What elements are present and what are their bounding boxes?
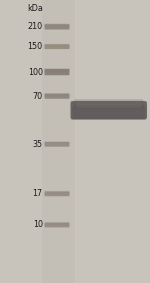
FancyBboxPatch shape (74, 99, 143, 109)
Text: 70: 70 (33, 92, 43, 101)
FancyBboxPatch shape (45, 93, 69, 97)
Text: kDa: kDa (27, 4, 43, 13)
FancyBboxPatch shape (45, 24, 69, 30)
FancyBboxPatch shape (45, 223, 69, 228)
Text: 17: 17 (33, 189, 43, 198)
FancyBboxPatch shape (70, 101, 147, 119)
FancyBboxPatch shape (45, 44, 69, 49)
FancyBboxPatch shape (45, 68, 69, 72)
FancyBboxPatch shape (45, 69, 69, 75)
FancyBboxPatch shape (45, 142, 69, 147)
FancyBboxPatch shape (45, 222, 69, 226)
FancyBboxPatch shape (45, 94, 69, 99)
Text: 100: 100 (28, 68, 43, 77)
FancyBboxPatch shape (45, 44, 69, 47)
Text: 35: 35 (33, 140, 43, 149)
Text: 10: 10 (33, 220, 43, 230)
FancyBboxPatch shape (45, 191, 69, 194)
Text: 210: 210 (28, 22, 43, 31)
FancyBboxPatch shape (45, 23, 69, 27)
Bar (42, 0, 75, 283)
FancyBboxPatch shape (45, 141, 69, 145)
FancyBboxPatch shape (72, 106, 145, 119)
FancyBboxPatch shape (45, 192, 69, 196)
FancyBboxPatch shape (76, 102, 142, 108)
Text: 150: 150 (28, 42, 43, 51)
